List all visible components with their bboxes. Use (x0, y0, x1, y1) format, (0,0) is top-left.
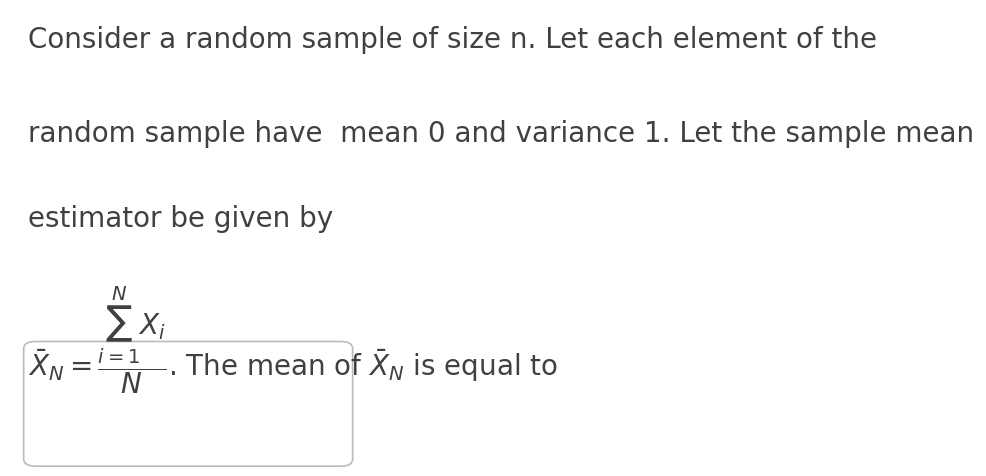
Text: $\bar{X}_N = \dfrac{\sum_{i=1}^{N} X_i}{N}$. The mean of $\bar{X}_N$ is equal to: $\bar{X}_N = \dfrac{\sum_{i=1}^{N} X_i}{… (28, 285, 557, 396)
Text: Consider a random sample of size n. Let each element of the: Consider a random sample of size n. Let … (28, 26, 877, 54)
Text: estimator be given by: estimator be given by (28, 205, 332, 233)
FancyBboxPatch shape (24, 341, 353, 466)
Text: random sample have  mean 0 and variance 1. Let the sample mean: random sample have mean 0 and variance 1… (28, 120, 973, 149)
